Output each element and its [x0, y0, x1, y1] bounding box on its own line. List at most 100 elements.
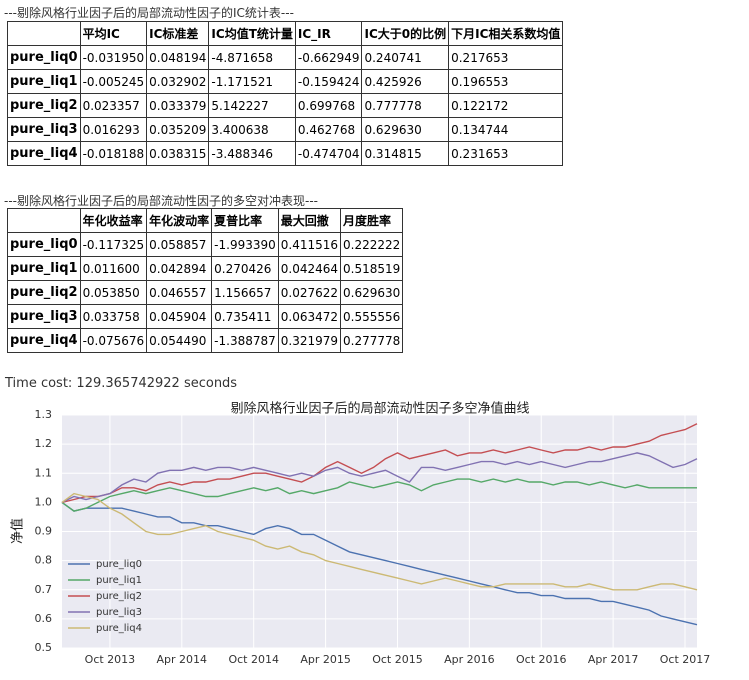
table-cell: -0.117325	[79, 232, 148, 257]
y-tick-label: 1.3	[35, 408, 53, 421]
legend-label: pure_liq2	[96, 591, 142, 602]
row-label: pure_liq3	[7, 117, 81, 142]
table-row: pure_liq3 0.033758 0.045904 0.735411 0.06347…	[7, 304, 404, 329]
table-cell: 0.321979	[277, 328, 342, 353]
table-cell: -0.474704	[294, 141, 363, 166]
table-cell: 0.699768	[294, 93, 363, 118]
table-cell: 0.231653	[448, 141, 564, 166]
table-cell: 0.042464	[277, 256, 342, 281]
table-cell: -1.171521	[208, 69, 296, 94]
y-tick-label: 0.5	[35, 641, 53, 654]
table-cell: 0.240741	[361, 45, 450, 70]
table-cell: 0.629630	[340, 280, 404, 305]
chart: 剔除风格行业因子后的局部流动性因子多空净值曲线 净值 0.5 0.6 0.7 0.8 0…	[10, 401, 711, 667]
table-cell: 0.033379	[146, 93, 210, 118]
table-cell: 0.222222	[340, 232, 404, 257]
table-cell: 0.196553	[448, 69, 564, 94]
table-cell: -0.159424	[294, 69, 363, 94]
table-cell: 0.032902	[146, 69, 210, 94]
table-cell: 0.045904	[146, 304, 213, 329]
legend-label: pure_liq1	[96, 575, 142, 586]
table-cell: 0.035209	[146, 117, 210, 142]
series-line	[61, 452, 698, 504]
x-tick-label: Oct 2016	[516, 653, 567, 666]
x-tick-label: Apr 2015	[300, 653, 351, 666]
row-label: pure_liq0	[7, 232, 81, 257]
legend-label: pure_liq4	[96, 623, 142, 634]
legend-label: pure_liq0	[96, 559, 142, 570]
table-cell: 0.033758	[79, 304, 148, 329]
table-cell: 5.142227	[208, 93, 296, 118]
table-cell: 0.053850	[79, 280, 148, 305]
table-cell: 0.042894	[146, 256, 213, 281]
y-tick-label: 1.2	[35, 437, 53, 450]
row-label: pure_liq2	[7, 280, 81, 305]
row-label: pure_liq1	[7, 256, 81, 281]
row-label: pure_liq3	[7, 304, 81, 329]
x-tick-label: Apr 2017	[588, 653, 639, 666]
y-tick-label: 0.6	[35, 612, 53, 625]
row-label: pure_liq1	[7, 69, 81, 94]
table-cell: 1.156657	[211, 280, 279, 305]
table-row: pure_liq1 -0.005245 0.032902 -1.171521 -0.15…	[7, 69, 564, 94]
performance-table: 年化收益率 年化波动率 夏普比率 最大回撤 月度胜率 pure_liq0 -0.117325…	[7, 208, 404, 353]
row-label: pure_liq2	[7, 93, 81, 118]
x-tick-label: Oct 2015	[372, 653, 423, 666]
y-tick-label: 0.9	[35, 525, 53, 538]
x-tick-label: Oct 2017	[660, 653, 711, 666]
table-cell: 0.411516	[277, 232, 342, 257]
chart-title: 剔除风格行业因子后的局部流动性因子多空净值曲线	[230, 401, 529, 417]
row-label: pure_liq0	[7, 45, 81, 70]
column-header: 最大回撤	[277, 208, 342, 233]
table-cell: 0.462768	[294, 117, 363, 142]
table-cell: 0.629630	[361, 117, 450, 142]
row-label: pure_liq4	[7, 141, 81, 166]
y-tick-label: 0.8	[35, 554, 53, 567]
table-cell: 0.027622	[277, 280, 342, 305]
table-cell: -4.871658	[208, 45, 296, 70]
table-row: pure_liq2 0.053850 0.046557 1.156657 0.02762…	[7, 280, 404, 305]
row-label: pure_liq4	[7, 328, 81, 353]
header-row: 平均IC IC标准差 IC均值T统计量 IC_IR IC大于0的比例 下月IC相关系数均值	[7, 21, 564, 46]
table-row: pure_liq0 -0.031950 0.048194 -4.871658 -0.66…	[7, 45, 564, 70]
table-cell: 0.277778	[340, 328, 404, 353]
series-line	[61, 423, 698, 504]
corner-cell	[7, 208, 81, 233]
table-cell: -0.662949	[294, 45, 363, 70]
y-tick-label: 0.7	[35, 583, 53, 596]
corner-cell	[7, 21, 81, 46]
table-cell: -0.005245	[79, 69, 148, 94]
column-header: 年化收益率	[79, 208, 148, 233]
table-cell: -0.075676	[79, 328, 148, 353]
table-cell: 0.122172	[448, 93, 564, 118]
table-cell: 0.023357	[79, 93, 148, 118]
y-tick-label: 1.1	[35, 466, 53, 479]
table-row: pure_liq1 0.011600 0.042894 0.270426 0.04246…	[7, 256, 404, 281]
table-row: pure_liq0 -0.117325 0.058857 -1.993390 0.411…	[7, 232, 404, 257]
table-cell: 0.217653	[448, 45, 564, 70]
x-tick-label: Apr 2014	[157, 653, 208, 666]
legend-label: pure_liq3	[96, 607, 142, 618]
table-cell: 0.518519	[340, 256, 404, 281]
series-line	[61, 501, 698, 626]
series-line	[61, 492, 698, 591]
table-cell: 0.134744	[448, 117, 564, 142]
table-cell: -0.031950	[79, 45, 148, 70]
table-cell: 0.054490	[146, 328, 213, 353]
column-header: IC_IR	[294, 21, 363, 46]
table-row: pure_liq4 -0.075676 0.054490 -1.388787 0.321…	[7, 328, 404, 353]
table-cell: 0.011600	[79, 256, 148, 281]
table-cell: 0.735411	[211, 304, 279, 329]
table-cell: 0.314815	[361, 141, 450, 166]
header-row: 年化收益率 年化波动率 夏普比率 最大回撤 月度胜率	[7, 208, 404, 233]
table-cell: 0.425926	[361, 69, 450, 94]
column-header: IC大于0的比例	[361, 21, 450, 46]
table-cell: -1.993390	[211, 232, 279, 257]
y-tick-label: 1.0	[35, 495, 53, 508]
table-cell: 0.063472	[277, 304, 342, 329]
table-cell: 0.777778	[361, 93, 450, 118]
table-cell: 0.058857	[146, 232, 213, 257]
table-cell: 0.038315	[146, 141, 210, 166]
ic-table: 平均IC IC标准差 IC均值T统计量 IC_IR IC大于0的比例 下月IC相关系数均值…	[7, 21, 564, 166]
table-caption: ---剔除风格行业因子后的局部流动性因子的多空对冲表现---	[4, 194, 318, 208]
